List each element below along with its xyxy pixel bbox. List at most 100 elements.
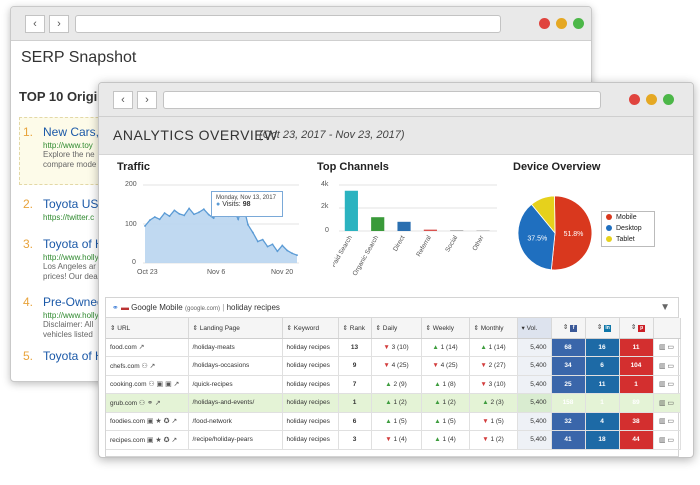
external-link-icon[interactable]: ↗ <box>173 381 180 389</box>
cell-url[interactable]: grub.com ⚇ ⚭ ↗ <box>106 393 189 413</box>
serp-result-title[interactable]: Pre-Owned <box>43 295 104 309</box>
minimize-dot[interactable] <box>646 94 657 105</box>
traffic-point <box>178 212 181 215</box>
cell-landing-page[interactable]: /holidays-and-events/ <box>188 393 283 413</box>
traffic-title: Traffic <box>117 161 151 173</box>
cell-linkedin: 18 <box>585 430 620 450</box>
overview-date-range[interactable]: (Oct 23, 2017 - Nov 23, 2017) <box>259 129 405 141</box>
table-row[interactable]: grub.com ⚇ ⚭ ↗/holidays-and-events/holid… <box>106 393 681 413</box>
traffic-y-tick: 0 <box>132 259 136 266</box>
col-header-url[interactable]: ⇕ URL <box>106 318 189 339</box>
serp-result-num: 3. <box>23 237 34 251</box>
trend-down-icon: ▼ <box>480 380 487 388</box>
monitor-icon[interactable]: ▭ <box>667 381 675 389</box>
col-header-daily[interactable]: ⇕ Daily <box>371 318 422 339</box>
col-header-rank[interactable]: ⇕ Rank <box>338 318 372 339</box>
cell-actions: ▥ ▭ <box>653 430 681 450</box>
col-header-keyword[interactable]: ⇕ Keyword <box>282 318 339 339</box>
back-button[interactable]: ‹ <box>113 91 133 109</box>
cell-landing-page[interactable]: /holiday-meats <box>188 338 283 357</box>
chart-icon[interactable]: ▥ <box>658 362 666 370</box>
serp-result-title[interactable]: Toyota of H <box>43 349 104 363</box>
device-pie-chart[interactable]: 51.8% 37.5% <box>515 193 595 273</box>
table-row[interactable]: food.com ↗/holiday-meats holiday recipes 1… <box>106 338 681 357</box>
legend-item-desktop[interactable]: Desktop <box>602 223 654 234</box>
serp-result-1[interactable]: 1. New Cars, http://www.toy Explore the n… <box>23 123 99 170</box>
maximize-dot[interactable] <box>663 94 674 105</box>
close-dot[interactable] <box>539 18 550 29</box>
maximize-dot[interactable] <box>573 18 584 29</box>
address-bar[interactable] <box>75 15 501 33</box>
chart-icon[interactable]: ▥ <box>658 399 666 407</box>
cell-url[interactable]: foodies.com ▣ ★ ✪ ↗ <box>106 412 189 431</box>
traffic-chart[interactable] <box>143 183 299 267</box>
legend-label: Mobile <box>616 214 637 221</box>
close-dot[interactable] <box>629 94 640 105</box>
chart-icon[interactable]: ▥ <box>658 344 666 352</box>
cell-landing-page[interactable]: /holidays-occasions <box>188 356 283 376</box>
serp-result-url: http://www.holly <box>43 311 99 320</box>
col-header-weekly[interactable]: ⇕ Weekly <box>421 318 470 339</box>
serp-result-title[interactable]: Toyota US <box>43 197 99 211</box>
monitor-icon[interactable]: ▭ <box>667 344 675 352</box>
monitor-icon[interactable]: ▭ <box>667 418 675 426</box>
chart-icon[interactable]: ▥ <box>658 436 666 444</box>
traffic-point <box>153 216 156 218</box>
chart-icon[interactable]: ▥ <box>658 381 666 389</box>
cell-facebook: 25 <box>551 375 586 394</box>
col-header-actions <box>653 318 681 339</box>
external-link-icon[interactable]: ↗ <box>154 399 161 407</box>
serp-top10-heading: TOP 10 Origin <box>19 89 106 104</box>
cell-url[interactable]: food.com ↗ <box>106 338 189 357</box>
table-row[interactable]: foodies.com ▣ ★ ✪ ↗/food-network holiday … <box>106 412 681 431</box>
traffic-point <box>247 223 249 226</box>
legend-swatch <box>606 214 612 220</box>
table-row[interactable]: recipes.com ▣ ★ ✪ ↗/recipe/holiday-pears… <box>106 430 681 450</box>
external-link-icon[interactable]: ↗ <box>171 436 178 444</box>
channels-title: Top Channels <box>317 161 389 173</box>
cell-url[interactable]: chefs.com ⚇ ↗ <box>106 356 189 376</box>
filter-icon[interactable]: ▼ <box>660 302 670 313</box>
traffic-point <box>173 209 176 212</box>
forward-button[interactable]: › <box>137 91 157 109</box>
col-header-facebook[interactable]: ⇕ f <box>551 318 586 339</box>
serp-result-2[interactable]: 2. Toyota US https://twitter.c <box>23 195 98 222</box>
serp-result-desc: Explore the ne <box>43 150 95 159</box>
cell-monthly: ▼ 1 (2) <box>469 430 518 450</box>
col-header-linkedin[interactable]: ⇕ in <box>585 318 620 339</box>
cell-url[interactable]: cooking.com ⚇ ▣ ▣ ↗ <box>106 375 189 394</box>
cell-landing-page[interactable]: /food-network <box>188 412 283 431</box>
serp-result-title[interactable]: New Cars, <box>43 125 100 139</box>
minimize-dot[interactable] <box>556 18 567 29</box>
address-bar[interactable] <box>163 91 601 109</box>
external-link-icon[interactable]: ↗ <box>171 418 178 426</box>
serp-result-url: https://twitter.c <box>43 213 95 222</box>
monitor-icon[interactable]: ▭ <box>667 399 675 407</box>
col-header-monthly[interactable]: ⇕ Monthly <box>469 318 518 339</box>
serp-result-5[interactable]: 5. Toyota of H <box>23 347 104 365</box>
cell-url[interactable]: recipes.com ▣ ★ ✪ ↗ <box>106 430 189 450</box>
cell-landing-page[interactable]: /recipe/holiday-pears <box>188 430 283 450</box>
legend-item-mobile[interactable]: Mobile <box>602 212 654 223</box>
forward-button[interactable]: › <box>49 15 69 33</box>
channels-bar <box>344 190 358 231</box>
cell-landing-page[interactable]: /quick-recipes <box>188 375 283 394</box>
monitor-icon[interactable]: ▭ <box>667 436 675 444</box>
col-header-landing[interactable]: ⇕ Landing Page <box>188 318 283 339</box>
monitor-icon[interactable]: ▭ <box>667 362 675 370</box>
back-button[interactable]: ‹ <box>25 15 45 33</box>
chart-icon[interactable]: ▥ <box>658 418 666 426</box>
table-row[interactable]: chefs.com ⚇ ↗/holidays-occasions holiday … <box>106 356 681 376</box>
trend-down-icon: ▼ <box>385 436 392 444</box>
serp-result-3[interactable]: 3. Toyota of H http://www.holly Los Angel… <box>23 235 104 282</box>
col-header-volume[interactable]: ▾ Vol. <box>517 318 552 339</box>
serp-result-4[interactable]: 4. Pre-Owned http://www.holly Disclaimer:… <box>23 293 104 340</box>
external-link-icon[interactable]: ↗ <box>138 344 145 352</box>
traffic-point <box>198 211 200 214</box>
legend-item-tablet[interactable]: Tablet <box>602 234 654 245</box>
col-header-pinterest[interactable]: ⇕ p <box>619 318 654 339</box>
table-row[interactable]: cooking.com ⚇ ▣ ▣ ↗/quick-recipes holiday… <box>106 375 681 394</box>
external-link-icon[interactable]: ↗ <box>149 362 156 370</box>
serp-result-title[interactable]: Toyota of H <box>43 237 104 251</box>
